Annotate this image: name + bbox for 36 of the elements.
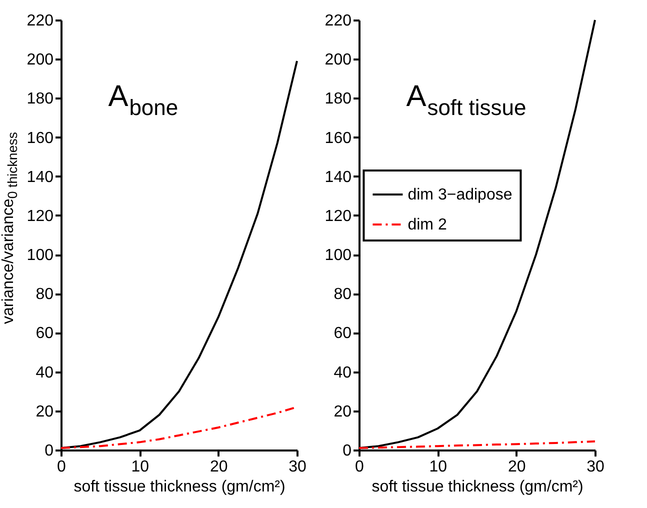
- y-tick-label: 200: [26, 52, 54, 69]
- legend-label: dim 2: [408, 216, 447, 234]
- y-tick-label: 80: [334, 286, 352, 304]
- x-tick-label: 0: [355, 458, 364, 476]
- x-tick-label: 10: [429, 458, 448, 476]
- y-tick-label: 220: [324, 12, 352, 30]
- x-tick-label: 20: [210, 458, 228, 476]
- y-tick-label: 40: [334, 364, 352, 382]
- x-tick-label: 20: [508, 458, 526, 476]
- y-tick-label: 120: [324, 208, 352, 225]
- y-tick-label: 60: [334, 325, 352, 342]
- y-tick-label: 220: [26, 12, 54, 30]
- y-tick-label: 100: [26, 247, 54, 264]
- y-tick-label: 0: [342, 442, 352, 460]
- x-tick-label: 30: [288, 458, 306, 476]
- y-tick-label: 140: [324, 168, 352, 186]
- y-tick-label: 20: [36, 403, 54, 420]
- y-tick-label: 0: [44, 442, 54, 460]
- legend-label: dim 3−adipose: [408, 186, 512, 204]
- x-tick-label: 10: [131, 458, 150, 476]
- x-axis-title: soft tissue thickness (gm/cm²): [74, 478, 286, 496]
- y-tick-label: 200: [324, 52, 352, 69]
- x-axis-title: soft tissue thickness (gm/cm²): [372, 478, 584, 496]
- y-tick-label: 40: [36, 364, 54, 382]
- y-tick-label: 140: [26, 168, 54, 186]
- y-tick-label: 60: [36, 325, 54, 342]
- x-tick-label: 0: [57, 458, 66, 476]
- y-tick-label: 20: [334, 403, 352, 420]
- y-tick-label: 180: [324, 90, 352, 108]
- y-tick-label: 120: [26, 208, 54, 225]
- y-tick-label: 80: [36, 286, 54, 304]
- y-tick-label: 160: [324, 130, 352, 147]
- y-tick-label: 160: [26, 130, 54, 147]
- y-tick-label: 180: [26, 90, 54, 108]
- y-tick-label: 100: [324, 247, 352, 264]
- x-tick-label: 30: [586, 458, 604, 476]
